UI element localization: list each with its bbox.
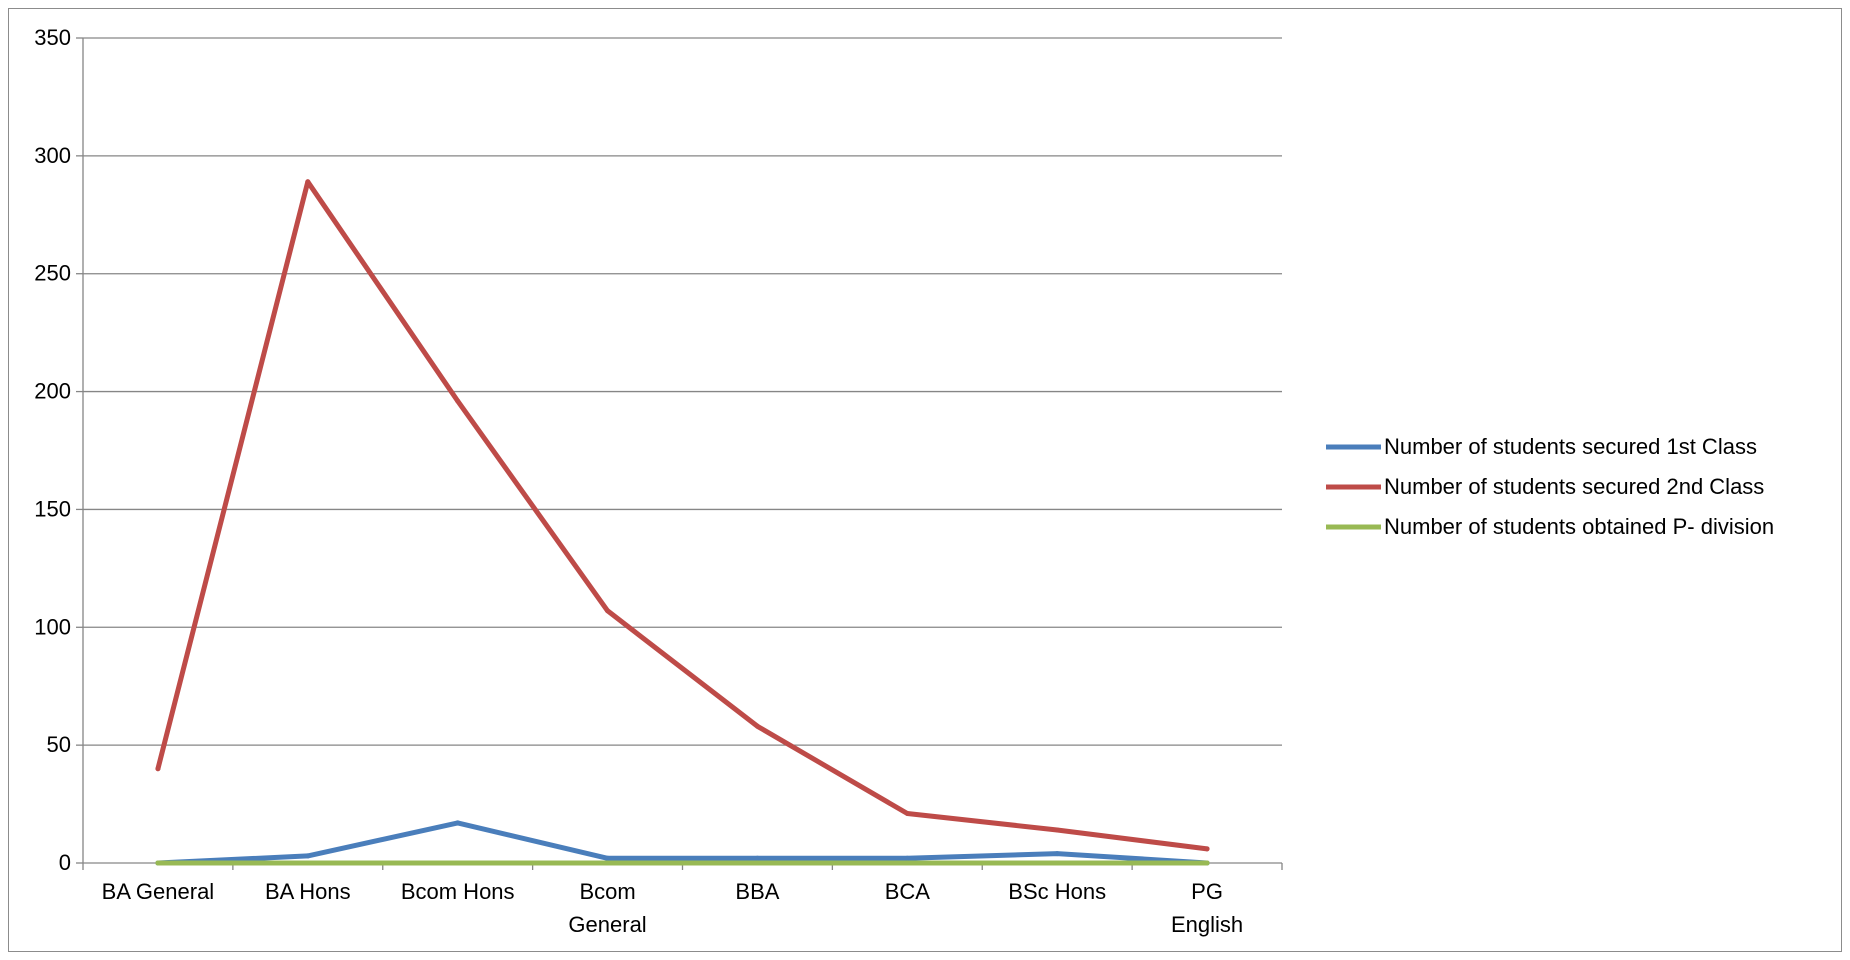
x-tick-labels: BA General BA Hons Bcom Hons Bcom General BBA… <box>102 879 1243 937</box>
y-tick-label: 350 <box>34 25 71 50</box>
y-tick-labels: 0 50 100 150 200 250 300 350 <box>34 25 71 875</box>
data-point <box>605 608 611 614</box>
x-tick-label: PG English <box>1171 879 1243 937</box>
x-tick-label: BA General <box>102 879 215 904</box>
data-point <box>155 766 161 772</box>
x-tick-label-line: English <box>1171 912 1243 937</box>
data-point <box>1054 860 1060 866</box>
y-tick-label: 0 <box>59 850 71 875</box>
legend-label-1: Number of students secured 1st Class <box>1384 434 1757 459</box>
data-point <box>754 723 760 729</box>
data-point <box>1204 860 1210 866</box>
x-tick-label: BSc Hons <box>1008 879 1106 904</box>
legend-label-2: Number of students secured 2nd Class <box>1384 474 1764 499</box>
series-line-1 <box>155 820 1210 866</box>
x-tick-label-line: General <box>568 912 646 937</box>
data-point <box>904 860 910 866</box>
x-tick-label-line: BCA <box>885 879 931 904</box>
data-point <box>155 860 161 866</box>
y-tick-label: 200 <box>34 379 71 404</box>
x-tick-label-line: BA General <box>102 879 215 904</box>
data-point <box>605 860 611 866</box>
data-point <box>455 398 461 404</box>
data-point <box>1054 827 1060 833</box>
x-tick-label: Bcom General <box>568 879 646 937</box>
data-point <box>605 855 611 861</box>
x-tick-label-line: Bcom <box>579 879 635 904</box>
y-tick-label: 300 <box>34 143 71 168</box>
x-tick-label-line: BA Hons <box>265 879 351 904</box>
chart-frame: 0 50 100 150 200 250 300 350 BA General BA Hons B… <box>8 8 1842 952</box>
data-point <box>305 860 311 866</box>
data-point <box>305 179 311 185</box>
x-tick-label: BA Hons <box>265 879 351 904</box>
data-point <box>754 860 760 866</box>
y-tick-label: 250 <box>34 261 71 286</box>
x-tick-label-line: BBA <box>735 879 779 904</box>
data-point <box>754 855 760 861</box>
x-tick-label-line: BSc Hons <box>1008 879 1106 904</box>
data-point <box>455 820 461 826</box>
series-lines <box>155 179 1210 866</box>
data-point <box>1054 851 1060 857</box>
x-tick-label: Bcom Hons <box>401 879 515 904</box>
y-tick-label: 150 <box>34 496 71 521</box>
legend: Number of students secured 1st Class Numb… <box>1326 434 1774 539</box>
series-line-2 <box>155 179 1210 852</box>
x-tick-label-line: Bcom Hons <box>401 879 515 904</box>
data-point <box>1204 846 1210 852</box>
legend-label-3: Number of students obtained P- division <box>1384 514 1774 539</box>
data-point <box>904 811 910 816</box>
y-tick-label: 100 <box>34 614 71 639</box>
x-tick-label: BCA <box>885 879 931 904</box>
data-point <box>455 860 461 866</box>
data-point <box>904 855 910 861</box>
x-tick-label: BBA <box>735 879 779 904</box>
data-point <box>305 853 311 859</box>
gridlines <box>83 37 1282 746</box>
x-tick-label-line: PG <box>1191 879 1223 904</box>
y-tick-label: 50 <box>47 732 71 757</box>
